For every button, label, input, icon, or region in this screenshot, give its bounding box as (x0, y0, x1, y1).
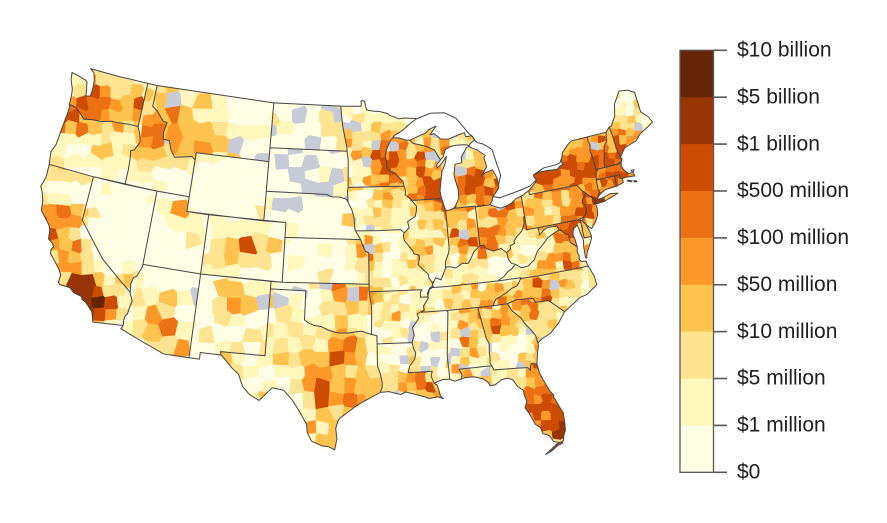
svg-text:$500 million: $500 million (737, 179, 849, 202)
svg-text:$50 million: $50 million (737, 273, 837, 296)
svg-text:$100 million: $100 million (737, 226, 849, 249)
svg-text:$10 million: $10 million (737, 320, 837, 343)
svg-text:$0: $0 (737, 461, 760, 484)
svg-text:$1 million: $1 million (737, 414, 826, 437)
svg-text:$10 billion: $10 billion (737, 39, 832, 62)
svg-text:$5 million: $5 million (737, 367, 826, 390)
svg-text:$5 billion: $5 billion (737, 85, 820, 108)
svg-text:$1 billion: $1 billion (737, 132, 820, 155)
